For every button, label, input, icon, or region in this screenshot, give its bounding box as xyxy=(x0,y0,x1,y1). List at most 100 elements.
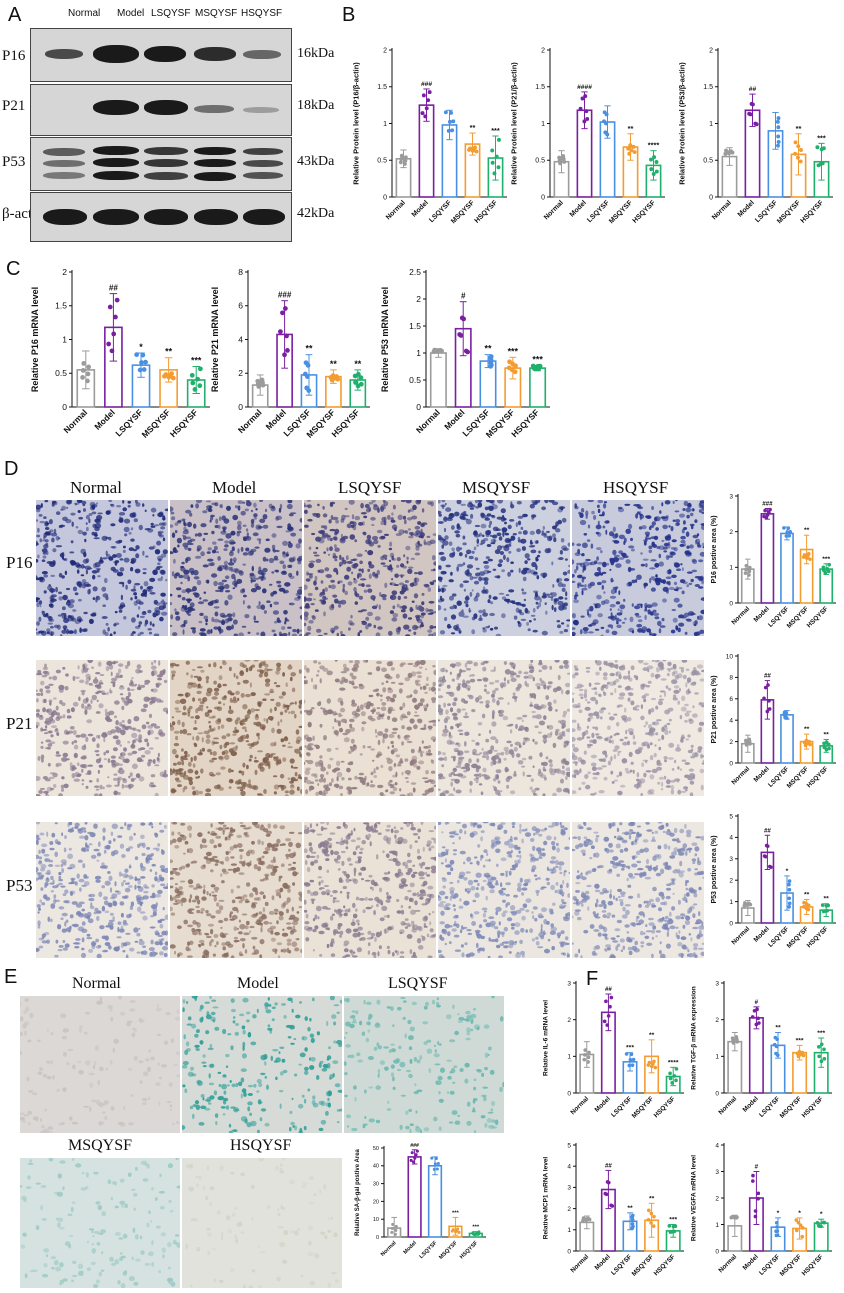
data-point xyxy=(807,739,811,744)
y-tick-label: 1 xyxy=(715,1222,719,1229)
data-point xyxy=(256,384,262,389)
y-tick-label: 30 xyxy=(373,1182,379,1188)
data-point xyxy=(787,896,792,901)
bar-lsqysf xyxy=(427,1164,443,1238)
significance-label: ** xyxy=(470,123,476,132)
data-point xyxy=(603,1191,608,1196)
y-tick-label: 0 xyxy=(567,1090,571,1097)
panel-letter-c: C xyxy=(6,258,21,280)
data-point xyxy=(427,90,432,95)
data-point xyxy=(762,514,766,519)
data-point xyxy=(652,1059,656,1064)
y-tick-label: 2 xyxy=(729,529,733,536)
data-point xyxy=(652,155,657,160)
x-tick-label: HSQYSF xyxy=(801,1095,825,1119)
ihc-image-p16-lsqysf xyxy=(304,500,436,636)
data-point xyxy=(747,569,752,574)
data-point xyxy=(632,150,637,155)
wb-kda-p53: 43kDa xyxy=(297,154,335,169)
bar-lsqysf xyxy=(780,714,794,764)
significance-label: *** xyxy=(817,1030,825,1037)
data-point xyxy=(140,352,146,358)
data-point xyxy=(451,119,456,124)
data-point xyxy=(435,348,441,354)
data-point xyxy=(420,111,425,116)
data-point xyxy=(139,360,144,365)
data-point xyxy=(800,1050,805,1055)
significance-label: ## xyxy=(605,986,612,993)
data-point xyxy=(631,144,636,149)
significance-label: *** xyxy=(191,356,202,366)
ihc-image-p21-normal xyxy=(36,660,168,796)
data-point xyxy=(630,1222,635,1226)
data-point xyxy=(800,1225,805,1230)
x-tick-label: Normal xyxy=(717,1253,738,1274)
data-point xyxy=(776,143,780,148)
panel-letter-a: A xyxy=(8,4,22,26)
y-tick-label: 3 xyxy=(567,1185,571,1192)
x-tick-label: MSQYSF xyxy=(608,199,634,225)
data-point xyxy=(821,909,826,914)
data-point xyxy=(775,1233,780,1237)
data-point xyxy=(748,902,753,907)
data-point xyxy=(497,137,501,142)
data-point xyxy=(606,1014,611,1018)
y-axis-label: Relative Protein level (P21/β-actin) xyxy=(510,62,519,185)
data-point xyxy=(630,1226,635,1230)
significance-label: #### xyxy=(577,84,592,91)
data-point xyxy=(169,371,174,376)
data-point xyxy=(817,1054,821,1059)
y-tick-label: 1 xyxy=(709,121,713,128)
data-point xyxy=(81,361,87,366)
data-point xyxy=(602,119,606,124)
y-tick-label: 6 xyxy=(729,696,733,703)
chart-b-p53-protein: 0 0.5 1 1.5 2 Relative Protein level (P53/β-a… xyxy=(678,47,833,225)
y-tick-label: 4 xyxy=(729,835,733,842)
x-tick-label: Model xyxy=(753,765,771,783)
data-point xyxy=(671,1224,676,1229)
y-tick-label: 2 xyxy=(715,1195,719,1202)
data-point xyxy=(411,1160,416,1164)
y-tick-label: 0 xyxy=(729,920,733,927)
y-tick-label: 6 xyxy=(238,301,243,311)
chart-b-p16-protein: 0 0.5 1 1.5 2 Relative Protein level (P16/β-a… xyxy=(352,47,507,225)
significance-label: ### xyxy=(762,500,773,507)
y-tick-label: 4 xyxy=(238,334,243,344)
data-point xyxy=(756,1191,761,1196)
y-tick-label: 2 xyxy=(238,368,243,378)
data-point xyxy=(804,738,809,743)
significance-label: ### xyxy=(421,81,432,88)
data-point xyxy=(488,355,493,361)
data-point xyxy=(403,155,408,160)
data-point xyxy=(787,887,792,892)
data-point xyxy=(280,310,285,316)
significance-label: ** xyxy=(628,124,634,133)
data-point xyxy=(582,119,587,124)
data-point xyxy=(723,151,728,156)
data-point xyxy=(628,143,633,148)
x-tick-label: HSQYSF xyxy=(806,605,830,629)
ihc-row-p53: P53 xyxy=(6,876,33,895)
data-point xyxy=(506,365,512,371)
sa-image-hsqysf xyxy=(182,1158,342,1288)
data-point xyxy=(609,995,614,1000)
y-tick-label: 2 xyxy=(709,47,713,54)
data-point xyxy=(494,154,499,159)
ihc-image-p16-msqysf xyxy=(438,500,570,636)
data-point xyxy=(474,149,479,154)
data-point xyxy=(583,1048,588,1052)
data-point xyxy=(808,742,812,747)
data-point xyxy=(602,110,607,115)
data-point xyxy=(729,1215,734,1220)
data-point xyxy=(749,101,754,106)
data-point xyxy=(654,169,659,174)
x-tick-label: HSQYSF xyxy=(632,199,658,225)
data-point xyxy=(109,348,115,354)
data-point xyxy=(605,1023,610,1027)
y-axis-label: Relative VEGFA mRNA level xyxy=(691,1155,698,1241)
data-point xyxy=(192,387,198,392)
wb-row-label-p16: P16 xyxy=(2,48,26,64)
significance-label: ** xyxy=(649,1032,655,1039)
chart-f-il6-mrna: 0 1 2 3 Relative IL-6 mRNA level Normal ## Mode… xyxy=(543,980,684,1120)
